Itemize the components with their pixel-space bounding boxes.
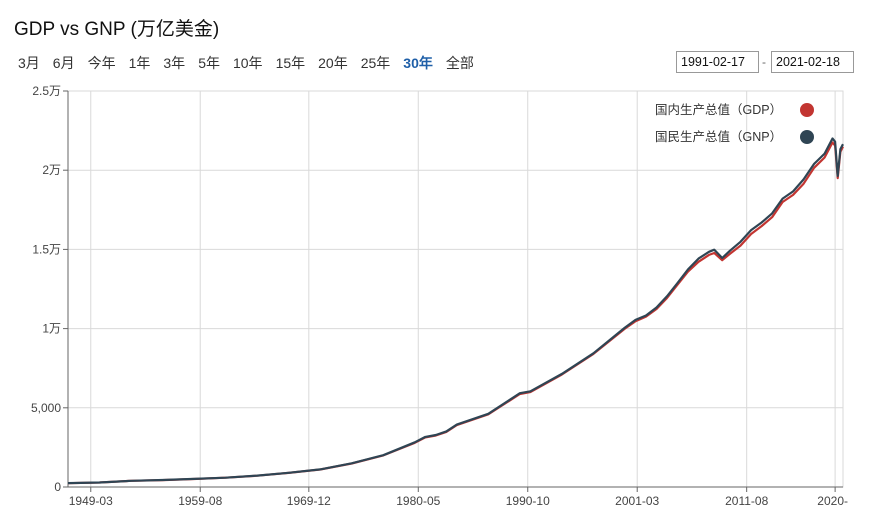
y-tick-label-5: 2.5万: [32, 84, 61, 98]
y-tick-label-1: 5,000: [31, 401, 61, 415]
legend: 国内生产总值（GDP） 国民生产总值（GNP）: [655, 102, 814, 144]
x-tick-label-7: 2020-: [817, 494, 848, 508]
range-selector: 3月 6月 今年 1年 3年 5年 10年 15年 20年 25年 30年 全部: [18, 53, 487, 73]
y-tick-label-0: 0: [54, 480, 61, 494]
range-button-7[interactable]: 15年: [275, 55, 306, 71]
x-tick-label-0: 1949-03: [69, 494, 113, 508]
date-range-separator: -: [762, 55, 766, 69]
x-tick-label-1: 1959-08: [178, 494, 222, 508]
range-button-2[interactable]: 今年: [87, 55, 116, 71]
y-tick-label-3: 1.5万: [32, 242, 61, 256]
x-tick-label-3: 1980-05: [396, 494, 440, 508]
y-tick-label-4: 2万: [42, 163, 61, 177]
x-tick-label-5: 2001-03: [615, 494, 659, 508]
y-tick-label-2: 1万: [42, 322, 61, 336]
range-button-10[interactable]: 30年: [403, 55, 433, 71]
range-button-5[interactable]: 5年: [198, 55, 220, 71]
series-line-gnp[interactable]: [67, 137, 844, 485]
start-date-input[interactable]: 1991-02-17: [676, 51, 759, 73]
grid-lines: [67, 90, 844, 488]
legend-marker-gnp[interactable]: [800, 130, 814, 144]
range-button-3[interactable]: 1年: [128, 55, 151, 71]
legend-label-gnp: 国民生产总值（GNP）: [655, 129, 782, 144]
range-button-4[interactable]: 3年: [163, 55, 186, 71]
legend-marker-gdp[interactable]: [800, 103, 814, 117]
range-button-6[interactable]: 10年: [232, 55, 263, 71]
range-button-9[interactable]: 25年: [360, 55, 391, 71]
plot-border: [67, 90, 844, 488]
end-date-input[interactable]: 2021-02-18: [771, 51, 854, 73]
range-button-11[interactable]: 全部: [445, 55, 474, 71]
x-tick-label-4: 1990-10: [506, 494, 550, 508]
series-lines: [67, 137, 844, 485]
legend-label-gdp: 国内生产总值（GDP）: [655, 102, 782, 117]
x-axis: 1949-03 1959-08 1969-12 1980-05 1990-10 2001-…: [68, 486, 848, 508]
x-tick-label-2: 1969-12: [287, 494, 331, 508]
range-button-1[interactable]: 6月: [52, 55, 75, 71]
series-line-gdp[interactable]: [67, 141, 844, 485]
y-axis: 0 5,000 1万 1.5万 2万 2.5万: [31, 84, 69, 494]
x-tick-label-6: 2011-08: [725, 494, 768, 508]
chart-title: GDP vs GNP (万亿美金): [14, 19, 220, 40]
range-button-0[interactable]: 3月: [18, 55, 40, 71]
range-button-8[interactable]: 20年: [318, 55, 348, 71]
